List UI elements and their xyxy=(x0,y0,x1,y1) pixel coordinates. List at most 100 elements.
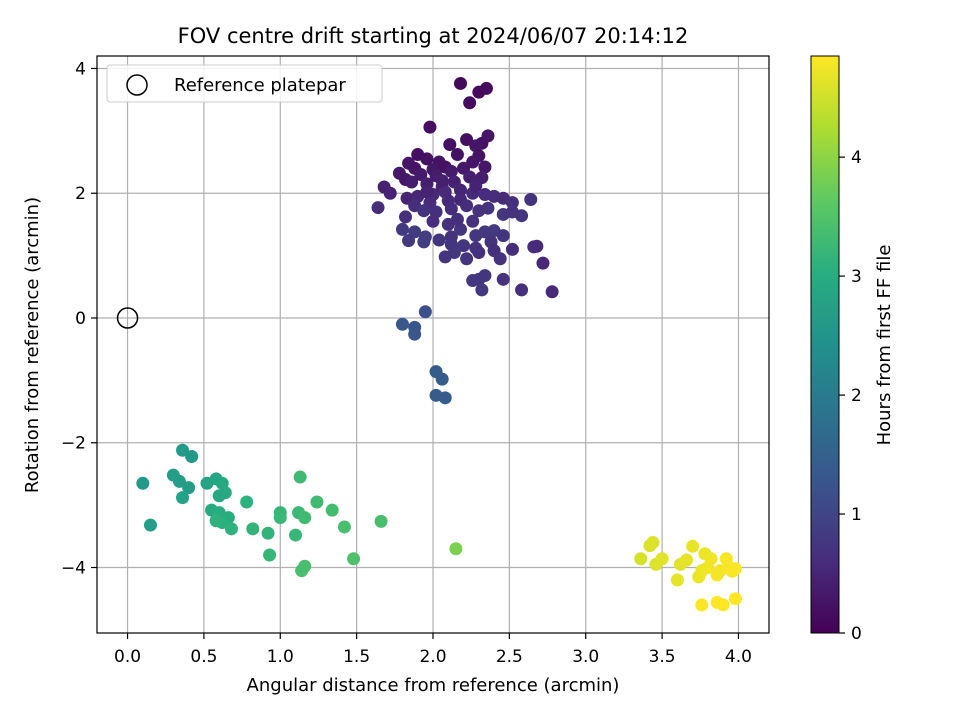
colorbar-ticks: 0 1 2 3 4 xyxy=(839,148,862,644)
data-point xyxy=(420,185,434,199)
legend-box xyxy=(106,64,383,103)
data-point xyxy=(449,542,463,556)
x-tick-label: 3.5 xyxy=(649,647,676,667)
data-point xyxy=(212,489,226,503)
reference-point-group xyxy=(116,307,139,329)
colorbar xyxy=(810,55,840,634)
data-point xyxy=(438,391,452,405)
y-axis-label: Rotation from reference (arcmin) xyxy=(22,197,43,493)
data-point xyxy=(496,272,510,286)
data-point xyxy=(460,252,474,266)
colorbar-tick-label: 0 xyxy=(851,624,862,644)
data-point xyxy=(426,214,440,228)
data-point xyxy=(453,183,467,197)
data-point xyxy=(453,76,467,90)
data-point xyxy=(176,491,190,505)
data-point xyxy=(481,201,495,215)
data-point xyxy=(443,138,457,152)
y-tick-label: −4 xyxy=(61,559,86,579)
data-point xyxy=(453,222,467,236)
data-point xyxy=(704,552,718,566)
data-point xyxy=(670,573,684,587)
data-point xyxy=(646,536,660,550)
data-point xyxy=(261,526,275,540)
data-point xyxy=(423,120,437,134)
x-tick-label: 1.5 xyxy=(343,647,370,667)
data-point xyxy=(405,175,419,189)
data-point xyxy=(182,481,196,495)
data-point xyxy=(524,192,538,206)
x-tick-label: 0.0 xyxy=(114,647,141,667)
data-point xyxy=(263,548,277,562)
x-axis-ticks: 0.0 0.5 1.0 1.5 2.0 2.5 3.0 3.5 4.0 xyxy=(114,633,752,667)
data-point xyxy=(371,201,385,215)
data-point xyxy=(545,285,559,299)
data-point xyxy=(417,204,431,218)
data-point xyxy=(469,139,483,153)
data-point xyxy=(466,214,480,228)
data-point xyxy=(475,283,489,297)
data-point xyxy=(496,229,510,243)
x-tick-label: 2.5 xyxy=(496,647,523,667)
data-point xyxy=(460,133,474,147)
y-tick-label: 2 xyxy=(75,184,86,204)
data-point xyxy=(289,528,303,542)
data-point xyxy=(728,592,742,606)
data-points xyxy=(136,76,742,612)
data-point xyxy=(172,474,186,488)
data-point xyxy=(466,274,480,288)
data-point xyxy=(209,514,223,528)
data-point xyxy=(695,598,709,612)
data-point xyxy=(176,443,190,457)
colorbar-tick-label: 1 xyxy=(851,505,862,525)
data-point xyxy=(374,514,388,528)
data-point xyxy=(478,160,492,174)
x-tick-label: 4.0 xyxy=(725,647,752,667)
data-point xyxy=(143,518,157,532)
data-point xyxy=(450,148,464,162)
data-point xyxy=(515,283,529,297)
data-point xyxy=(417,235,431,249)
data-point xyxy=(298,511,312,525)
data-point xyxy=(469,179,483,193)
data-point xyxy=(273,511,287,525)
data-point xyxy=(395,222,409,236)
x-tick-label: 3.0 xyxy=(572,647,599,667)
data-point xyxy=(246,522,260,536)
data-point xyxy=(293,470,307,484)
chart-title: FOV centre drift starting at 2024/06/07 … xyxy=(178,24,689,48)
colorbar-tick-label: 2 xyxy=(851,386,862,406)
data-point xyxy=(438,250,452,264)
colorbar-tick-label: 3 xyxy=(851,267,862,287)
grid-lines xyxy=(97,56,769,633)
x-tick-label: 0.5 xyxy=(190,647,217,667)
data-point xyxy=(420,152,434,166)
data-point xyxy=(435,174,449,188)
data-point xyxy=(240,495,254,509)
x-tick-label: 2.0 xyxy=(419,647,446,667)
data-point xyxy=(505,196,519,210)
data-point xyxy=(224,522,238,536)
x-tick-label: 1.0 xyxy=(267,647,294,667)
data-point xyxy=(383,186,397,200)
data-point xyxy=(310,495,324,509)
data-point xyxy=(686,539,700,553)
legend: Reference platepar xyxy=(106,64,383,103)
data-point xyxy=(444,202,458,216)
data-point xyxy=(466,155,480,169)
data-point xyxy=(655,552,669,566)
data-point xyxy=(399,210,413,224)
colorbar-tick-label: 4 xyxy=(851,148,862,168)
data-point xyxy=(325,503,339,517)
data-point xyxy=(136,476,150,490)
data-point xyxy=(185,449,199,463)
reference-platepar-marker xyxy=(116,307,139,329)
data-point xyxy=(402,234,416,248)
data-point xyxy=(418,305,432,319)
data-point xyxy=(472,245,486,259)
legend-marker-icon xyxy=(126,74,148,96)
data-point xyxy=(680,553,694,567)
y-axis-ticks: −4 −2 0 2 4 xyxy=(61,59,97,579)
data-point xyxy=(463,96,477,110)
colorbar-label: Hours from first FF file xyxy=(874,245,895,446)
